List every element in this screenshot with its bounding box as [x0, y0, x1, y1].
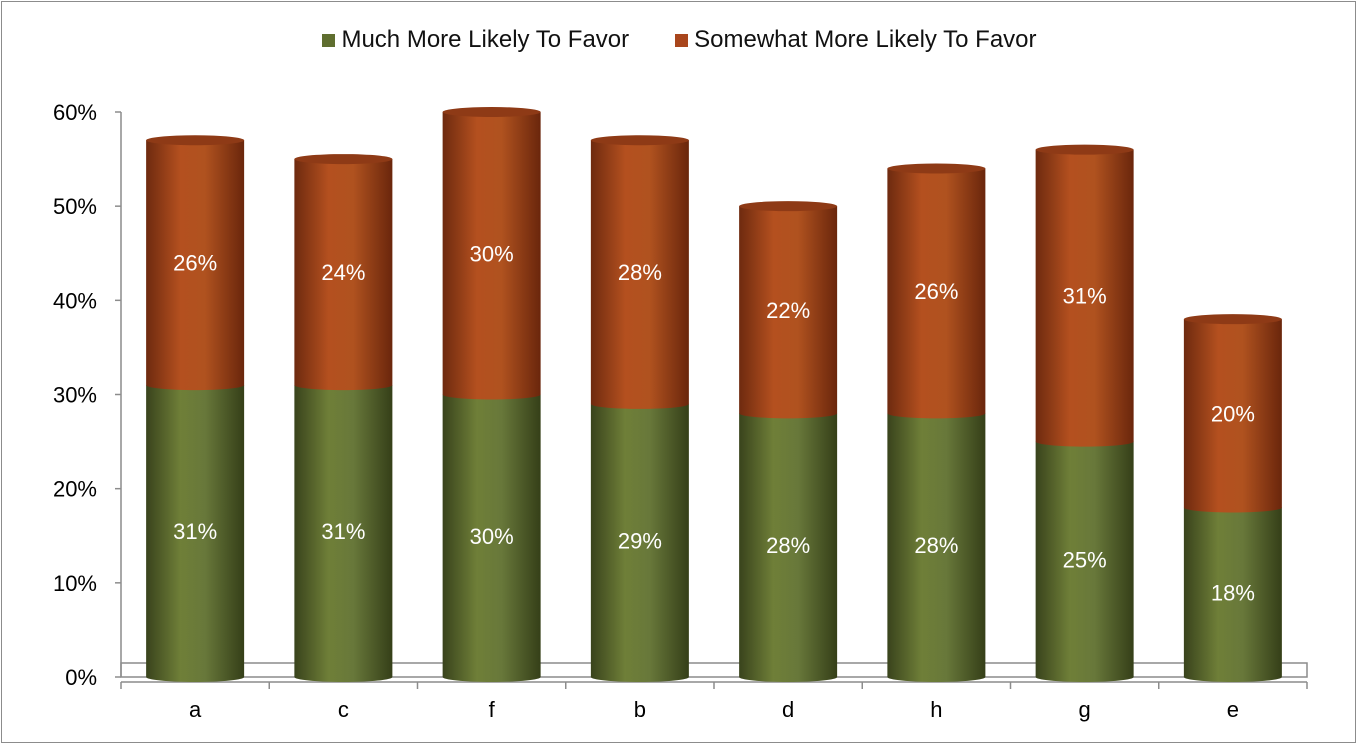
bar-segment: [887, 413, 986, 683]
data-label: 22%: [766, 298, 810, 323]
y-tick-label: 20%: [53, 477, 97, 502]
data-label: 30%: [470, 524, 514, 549]
data-label: 31%: [321, 519, 365, 544]
legend-swatch-somewhat: [675, 33, 689, 47]
x-tick-label: d: [782, 697, 794, 722]
bar-cap: [1035, 144, 1134, 155]
bar-segment: [1035, 441, 1134, 683]
data-label: 20%: [1211, 401, 1255, 426]
x-tick-label: f: [489, 697, 496, 722]
bar-cap: [590, 135, 689, 146]
data-label: 26%: [173, 251, 217, 276]
bar-group-c: 31% 24%: [294, 154, 393, 683]
bar-segment: [146, 140, 245, 391]
bar-group-b: 29% 28%: [590, 135, 689, 683]
data-label: 28%: [618, 260, 662, 285]
bar-segment: [887, 168, 986, 419]
data-label: 31%: [173, 519, 217, 544]
data-label: 24%: [321, 260, 365, 285]
y-tick-label: 0%: [65, 665, 97, 690]
bar-segment: [1183, 319, 1282, 513]
bar-group-g: 25% 31%: [1035, 144, 1134, 683]
bar-cap: [739, 201, 838, 212]
bar-cap: [1183, 314, 1282, 325]
bar-cap: [887, 163, 986, 174]
bar-segment: [590, 403, 689, 683]
bar-segment: [294, 159, 393, 391]
x-tick-label: c: [338, 697, 349, 722]
bar-group-e: 18% 20%: [1183, 314, 1282, 683]
data-label: 18%: [1211, 580, 1255, 605]
bar-segment: [590, 140, 689, 409]
bar-segment: [294, 385, 393, 683]
bar-cap: [442, 107, 541, 117]
legend-item-somewhat: Somewhat More Likely To Favor: [675, 26, 1037, 54]
x-tick-label: h: [930, 697, 942, 722]
data-label: 25%: [1063, 547, 1107, 572]
x-tick-label: e: [1227, 697, 1239, 722]
bar-segment: [442, 394, 541, 683]
legend-item-much: Much More Likely To Favor: [322, 26, 629, 54]
legend-label-much: Much More Likely To Favor: [341, 26, 630, 53]
bar-segment: [146, 385, 245, 683]
bar-segment: [442, 112, 541, 400]
y-tick-label: 50%: [53, 194, 97, 219]
bar-segment: [1183, 507, 1282, 683]
bar-segment: [739, 206, 838, 419]
data-label: 28%: [914, 533, 958, 558]
data-label: 30%: [470, 241, 514, 266]
data-label: 26%: [914, 279, 958, 304]
bar-cap: [294, 154, 393, 165]
y-tick-label: 40%: [53, 288, 97, 313]
legend-label-somewhat: Somewhat More Likely To Favor: [694, 26, 1037, 53]
bar-group-h: 28% 26%: [887, 163, 986, 683]
bar-group-a: 31% 26%: [146, 135, 245, 683]
bar-group-d: 28% 22%: [739, 201, 838, 682]
data-label: 28%: [766, 533, 810, 558]
legend: Much More Likely To Favor Somewhat More …: [0, 26, 1359, 54]
bar-segment: [739, 413, 838, 682]
bar-cap: [146, 135, 245, 146]
x-tick-label: a: [189, 697, 202, 722]
y-tick-label: 10%: [53, 571, 97, 596]
bar-segment: [1035, 149, 1134, 447]
bar-group-f: 30% 30%: [442, 107, 541, 683]
x-tick-label: g: [1079, 697, 1091, 722]
y-tick-label: 30%: [53, 383, 97, 408]
y-tick-label: 60%: [53, 100, 97, 125]
x-tick-label: b: [634, 697, 646, 722]
data-label: 29%: [618, 528, 662, 553]
legend-swatch-much: [322, 33, 336, 47]
data-label: 31%: [1063, 284, 1107, 309]
